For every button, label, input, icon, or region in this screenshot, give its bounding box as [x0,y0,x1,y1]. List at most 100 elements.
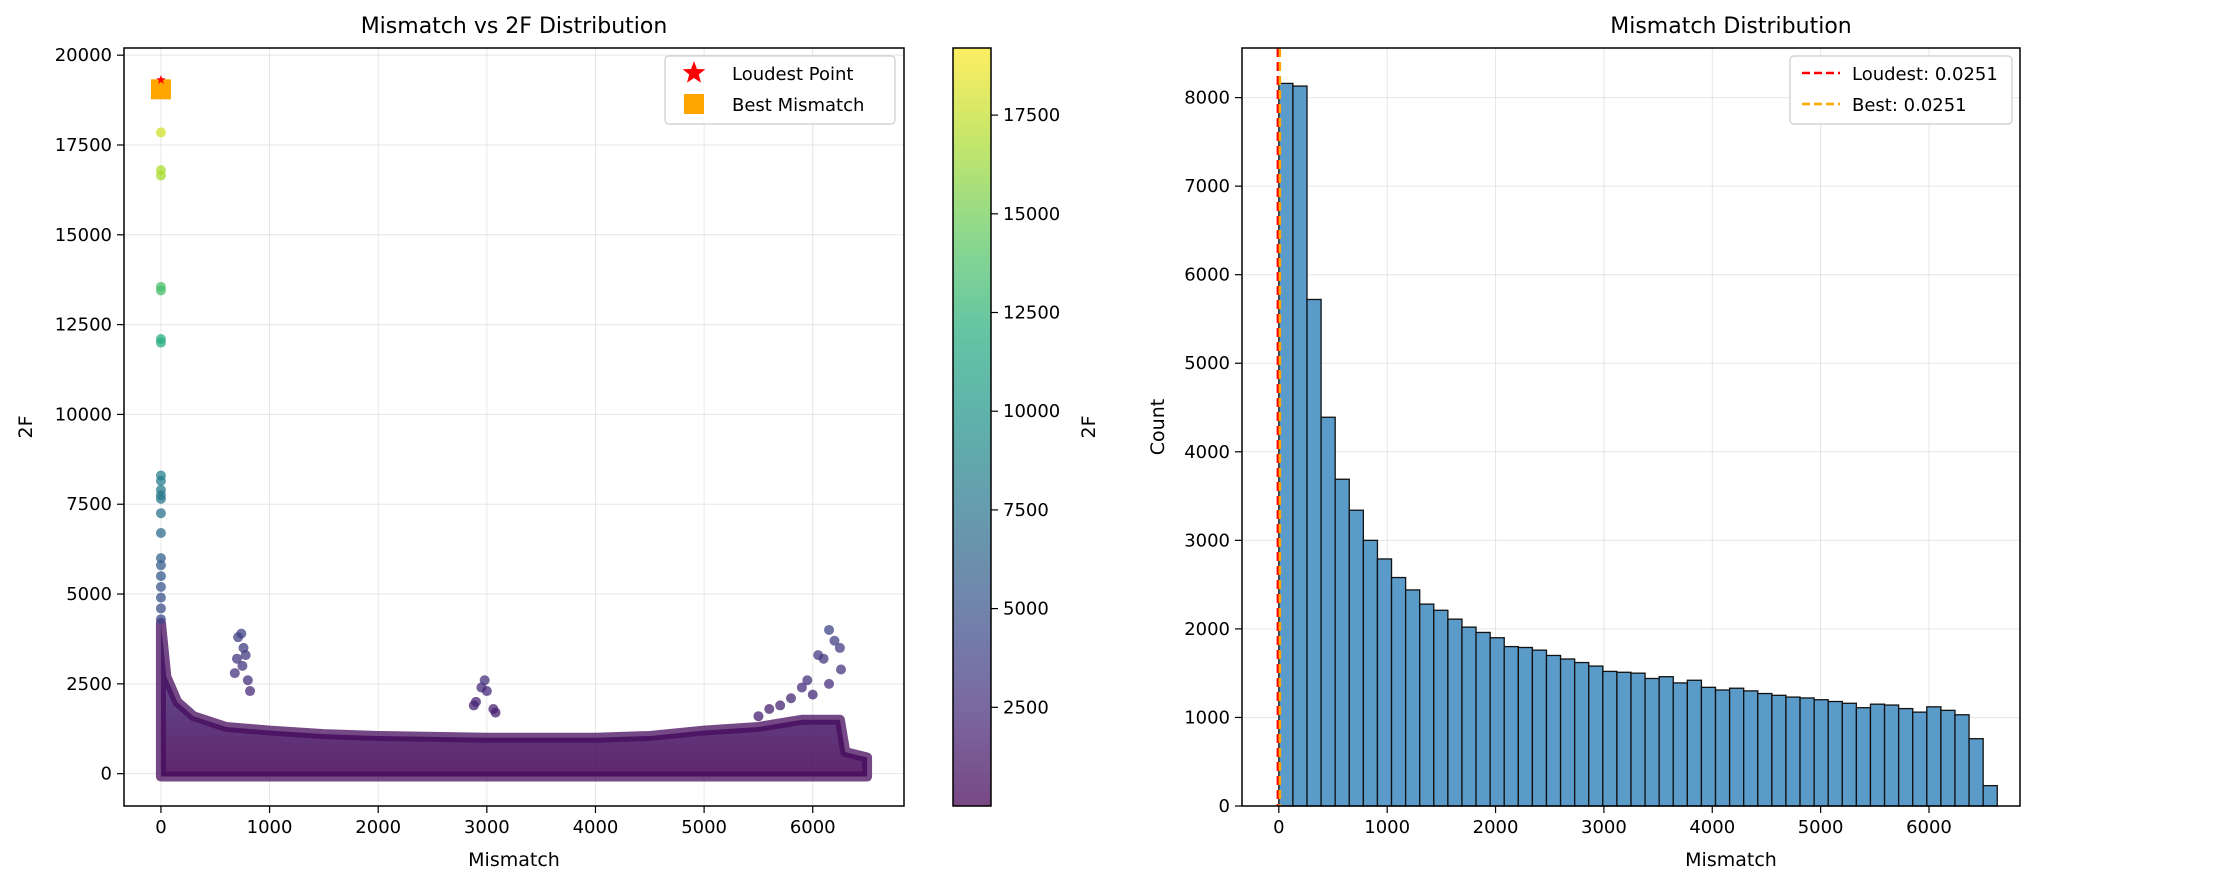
scatter-y-tick-label: 20000 [55,45,112,66]
histogram-bar [1968,738,1984,807]
colorbar-gradient [953,48,991,806]
scatter-point [786,693,797,704]
colorbar-tick-label: 2500 [1003,697,1049,718]
scatter-point [155,170,166,181]
histogram-bars [1278,82,1998,807]
legend-loudest-point-label: Loudest Point [732,64,853,85]
histogram-bar [1728,687,1745,807]
scatter-y-tick-label: 0 [101,764,112,785]
histogram-x-tick-label: 6000 [1906,817,1952,838]
histogram-bar [1292,85,1308,807]
histogram-legend-box [1789,55,2013,125]
histogram-y-axis-label: Count [1147,399,1169,455]
histogram-bar [1362,539,1379,807]
histogram-bar [1602,670,1618,807]
scatter-point [155,493,166,504]
best-mismatch-marker [150,79,171,100]
histogram-bar [1447,618,1463,807]
histogram-plot-frame [1241,47,2021,807]
scatter-point [807,689,818,700]
scatter-point [155,603,166,614]
scatter-point [237,660,248,671]
colorbar-tick-label: 10000 [1003,401,1060,422]
scatter-point [236,628,247,639]
histogram-x-ticks: 0 1000 2000 3000 4000 5000 6000 [1273,806,1952,838]
scatter-y-axis-label: 2F [15,415,37,438]
histogram-bar [1334,478,1350,807]
histogram-y-ticks: 0 1000 2000 3000 4000 5000 6000 7000 8000 [1184,88,1242,817]
histogram-chart: Mismatch Distribution 0 1000 2000 3000 4000 5… [1147,14,2021,871]
scatter-dense-band [155,617,873,782]
scatter-point [802,675,813,686]
histogram-bar [1771,694,1787,807]
scatter-x-tick-label: 5000 [681,817,727,838]
colorbar-tick-label: 15000 [1003,204,1060,225]
scatter-y-tick-label: 17500 [55,135,112,156]
histogram-bar [1390,576,1407,807]
scatter-point [818,653,829,664]
histogram-bar [1799,697,1815,807]
histogram-x-tick-label: 3000 [1581,817,1627,838]
histogram-legend: Loudest: 0.0251 Best: 0.0251 [1789,55,2013,125]
histogram-bar [1306,298,1322,807]
histogram-y-tick-label: 8000 [1184,88,1230,109]
scatter-point [829,635,840,646]
histogram-x-tick-label: 0 [1273,817,1284,838]
scatter-points [155,127,846,722]
histogram-bar [1982,784,1998,807]
scatter-point [155,592,166,603]
scatter-point [775,700,786,711]
scatter-y-tick-label: 12500 [55,315,112,336]
legend-star-marker [682,61,706,83]
scatter-x-tick-label: 1000 [247,817,293,838]
histogram-y-tick-label: 0 [1219,796,1230,817]
histogram-bar [1869,703,1886,807]
scatter-point [155,508,166,519]
scatter-point [155,571,166,582]
histogram-bar [1940,709,1956,807]
histogram-bar [1376,558,1393,807]
scatter-y-tick-label: 7500 [66,494,112,515]
colorbar-tick-label: 12500 [1003,303,1060,324]
scatter-band [155,617,873,782]
histogram-bar [1813,699,1829,807]
scatter-point [155,475,166,486]
scatter-point [824,624,835,635]
scatter-chart-title: Mismatch vs 2F Distribution [361,14,668,39]
histogram-y-tick-label: 2000 [1184,619,1230,640]
scatter-y-tick-label: 5000 [66,584,112,605]
scatter-point [155,553,166,564]
histogram-bar [1658,676,1674,807]
scatter-y-ticks: 0 2500 5000 7500 10000 12500 15000 17500 20000 [55,45,124,785]
histogram-bar [1559,658,1576,807]
scatter-x-tick-label: 6000 [790,817,836,838]
histogram-bar [1672,682,1688,807]
histogram-bar [1883,704,1900,807]
histogram-x-tick-label: 5000 [1798,817,1844,838]
histogram-bar [1503,645,1519,807]
histogram-bar [1785,696,1801,807]
colorbar: 2500 5000 7500 10000 12500 15000 17500 2F [952,47,1100,807]
scatter-point [155,581,166,592]
colorbar-tick-label: 17500 [1003,105,1060,126]
scatter-x-tick-label: 0 [155,817,166,838]
scatter-point [155,527,166,538]
scatter-point [796,682,807,693]
colorbar-tick-label: 7500 [1003,500,1049,521]
scatter-point [155,285,166,296]
histogram-bar [1574,661,1590,807]
histogram-bar [1588,665,1604,807]
histogram-bar [1419,603,1435,807]
scatter-point [155,337,166,348]
histogram-x-axis-label: Mismatch [1685,849,1777,871]
histogram-bar [1348,509,1365,807]
scatter-y-tick-label: 10000 [55,404,112,425]
histogram-bar [1912,711,1928,807]
histogram-bar [1461,626,1477,807]
histogram-bar [1404,589,1421,807]
histogram-bar [1743,690,1759,807]
legend-best-mismatch-label: Best Mismatch [732,95,864,116]
scatter-legend-box [664,55,896,125]
legend-best-label: Best: 0.0251 [1852,95,1967,116]
